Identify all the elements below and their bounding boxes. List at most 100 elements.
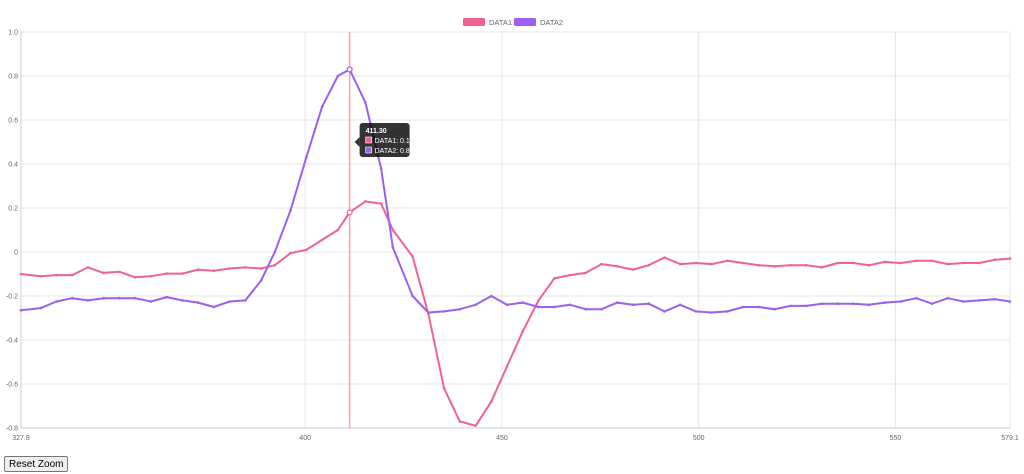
data-point[interactable]	[741, 261, 745, 265]
data-point[interactable]	[305, 156, 308, 159]
data-point[interactable]	[244, 266, 247, 269]
data-point[interactable]	[442, 310, 446, 313]
data-point[interactable]	[678, 303, 682, 307]
data-point[interactable]	[70, 273, 74, 277]
data-point[interactable]	[259, 279, 263, 282]
data-point[interactable]	[962, 261, 965, 265]
data-point[interactable]	[19, 309, 23, 312]
data-point[interactable]	[379, 202, 383, 205]
data-point[interactable]	[631, 268, 635, 271]
reset-zoom-button[interactable]: Reset Zoom	[4, 456, 69, 472]
data-point[interactable]	[489, 294, 493, 298]
data-point[interactable]	[883, 301, 887, 304]
data-point[interactable]	[427, 311, 430, 314]
data-point[interactable]	[915, 296, 918, 300]
legend-item-data2[interactable]: DATA2	[514, 18, 563, 27]
data-point[interactable]	[663, 256, 666, 259]
data-point[interactable]	[521, 329, 525, 333]
data-point[interactable]	[678, 262, 682, 266]
data-point[interactable]	[55, 273, 58, 277]
data-point[interactable]	[102, 271, 105, 275]
data-point[interactable]	[320, 105, 324, 109]
data-point[interactable]	[726, 259, 729, 263]
data-point[interactable]	[773, 307, 776, 311]
data-point[interactable]	[584, 271, 588, 275]
data-point[interactable]	[978, 299, 981, 302]
data-point[interactable]	[505, 303, 509, 307]
legend-item-data1[interactable]: DATA1	[463, 18, 512, 27]
data-point[interactable]	[694, 261, 698, 265]
data-point[interactable]	[789, 263, 792, 267]
data-point[interactable]	[474, 303, 477, 307]
data-point[interactable]	[993, 298, 997, 301]
data-point[interactable]	[39, 274, 42, 278]
data-point[interactable]	[915, 259, 918, 263]
data-point[interactable]	[946, 296, 950, 300]
data-point[interactable]	[411, 255, 414, 258]
data-point[interactable]	[228, 267, 231, 270]
data-point[interactable]	[165, 272, 168, 275]
data-point[interactable]	[883, 260, 887, 264]
data-point[interactable]	[710, 311, 713, 314]
data-point[interactable]	[852, 302, 855, 306]
data-point[interactable]	[273, 250, 277, 254]
data-point[interactable]	[836, 261, 839, 265]
data-point[interactable]	[118, 270, 121, 274]
data-point[interactable]	[165, 295, 168, 299]
data-point[interactable]	[336, 74, 340, 78]
data-point[interactable]	[600, 307, 603, 311]
data-point[interactable]	[773, 265, 776, 268]
data-point[interactable]	[757, 305, 761, 309]
data-point[interactable]	[411, 294, 414, 298]
data-point[interactable]	[212, 305, 216, 309]
data-point[interactable]	[600, 262, 603, 266]
data-point[interactable]	[212, 269, 216, 273]
data-point[interactable]	[391, 246, 395, 249]
data-point[interactable]	[552, 305, 556, 309]
data-point[interactable]	[631, 303, 635, 307]
data-point[interactable]	[647, 263, 651, 267]
data-point[interactable]	[102, 296, 105, 300]
data-point[interactable]	[568, 273, 572, 277]
legend[interactable]: DATA1 DATA2	[463, 18, 563, 27]
data-point[interactable]	[694, 310, 698, 313]
data-point[interactable]	[244, 299, 247, 302]
data-point[interactable]	[70, 296, 74, 300]
data-point[interactable]	[391, 228, 395, 232]
data-point[interactable]	[39, 306, 42, 310]
data-point[interactable]	[149, 274, 153, 278]
data-point[interactable]	[379, 167, 383, 170]
data-point[interactable]	[789, 304, 792, 308]
data-point[interactable]	[181, 299, 184, 302]
data-point[interactable]	[521, 301, 525, 304]
data-point[interactable]	[196, 301, 200, 304]
data-point[interactable]	[899, 261, 902, 265]
data-point[interactable]	[259, 267, 263, 270]
data-point[interactable]	[741, 305, 745, 309]
data-point[interactable]	[289, 251, 292, 255]
data-point[interactable]	[726, 310, 729, 313]
data-point[interactable]	[584, 307, 588, 311]
data-point[interactable]	[710, 262, 713, 266]
data-point[interactable]	[133, 276, 137, 279]
data-point[interactable]	[133, 296, 137, 300]
data-point[interactable]	[978, 261, 981, 265]
data-point[interactable]	[537, 299, 540, 302]
data-point[interactable]	[336, 228, 340, 232]
data-point[interactable]	[1008, 300, 1012, 303]
data-point[interactable]	[804, 263, 808, 267]
data-point[interactable]	[289, 208, 292, 212]
data-point[interactable]	[196, 268, 200, 271]
data-point[interactable]	[305, 248, 308, 252]
data-point[interactable]	[273, 263, 277, 267]
data-point[interactable]	[118, 296, 121, 300]
data-point[interactable]	[820, 302, 824, 306]
data-point[interactable]	[19, 272, 23, 276]
data-point[interactable]	[458, 420, 462, 423]
data-point[interactable]	[899, 300, 902, 303]
data-point[interactable]	[804, 304, 808, 308]
data-point[interactable]	[55, 300, 58, 303]
data-point[interactable]	[489, 400, 493, 403]
data-point[interactable]	[458, 307, 462, 311]
